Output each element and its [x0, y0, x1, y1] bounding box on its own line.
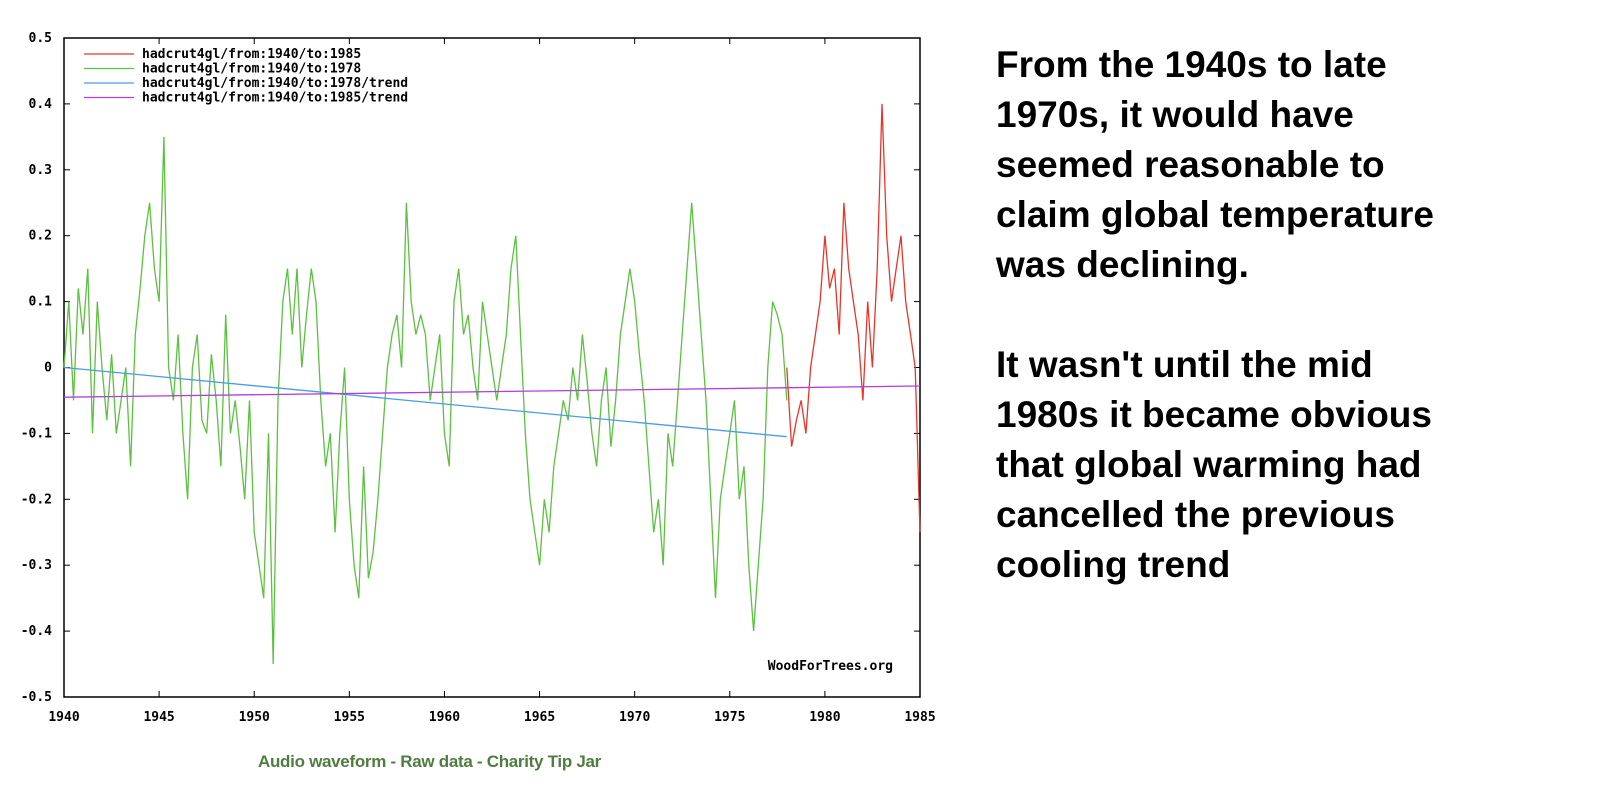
series-line-2 — [63, 136, 788, 665]
legend-label: hadcrut4gl/from:1940/to:1978/trend — [142, 76, 408, 91]
series-line-1 — [786, 103, 921, 533]
annotation-line: claim global temperature — [996, 194, 1434, 235]
y-tick-label: 0.3 — [29, 163, 52, 178]
x-tick-label: 1975 — [714, 710, 745, 725]
annotation-line: cooling trend — [996, 544, 1231, 585]
annotation-paragraph-2: It wasn't until the mid 1980s it became … — [996, 340, 1586, 590]
separator: - — [386, 752, 401, 771]
annotation-line: It wasn't until the mid — [996, 344, 1373, 385]
raw-data-link[interactable]: Raw data — [400, 752, 473, 771]
temperature-chart: 0.5 0.4 0.3 0.2 0.1 0 -0.1 -0.2 -0.3 -0.4 -0.5 1940… — [21, 31, 936, 725]
x-tick-label: 1970 — [619, 710, 650, 725]
legend-label: hadcrut4gl/from:1940/to:1985 — [142, 47, 361, 62]
annotation-line: 1970s, it would have — [996, 94, 1354, 135]
annotation-line: was declining. — [996, 244, 1249, 285]
annotation-line: cancelled the previous — [996, 494, 1395, 535]
y-tick-label: 0.1 — [29, 295, 53, 310]
annotation-line: that global warming had — [996, 444, 1422, 485]
y-tick-label: -0.5 — [21, 690, 52, 705]
x-tick-label: 1940 — [48, 710, 79, 725]
annotation-paragraph-1: From the 1940s to late 1970s, it would h… — [996, 40, 1586, 290]
x-tick-label: 1955 — [334, 710, 365, 725]
y-tick-label: 0 — [44, 361, 52, 376]
series-line-3 — [63, 366, 787, 438]
legend-label: hadcrut4gl/from:1940/to:1985/trend — [142, 91, 408, 106]
series-line-4 — [63, 385, 921, 398]
x-tick-label: 1945 — [143, 710, 174, 725]
x-tick-label: 1960 — [429, 710, 460, 725]
y-tick-label: -0.2 — [21, 492, 52, 507]
footer-links: Audio waveform - Raw data - Charity Tip … — [258, 752, 601, 772]
x-tick-label: 1985 — [904, 710, 935, 725]
annotation-line: seemed reasonable to — [996, 144, 1385, 185]
x-tick-label: 1965 — [524, 710, 555, 725]
legend-label: hadcrut4gl/from:1940/to:1978 — [142, 62, 361, 77]
annotation-line: From the 1940s to late — [996, 44, 1387, 85]
x-tick-label: 1950 — [239, 710, 270, 725]
x-tick-label: 1980 — [809, 710, 840, 725]
y-tick-label: 0.5 — [29, 31, 52, 46]
watermark: WoodForTrees.org — [768, 659, 893, 674]
y-tick-label: -0.3 — [21, 558, 52, 573]
y-tick-label: -0.4 — [21, 624, 52, 639]
annotation-text: From the 1940s to late 1970s, it would h… — [996, 40, 1586, 640]
separator: - — [472, 752, 487, 771]
y-tick-label: -0.1 — [21, 426, 52, 441]
charity-tip-jar-link[interactable]: Charity Tip Jar — [486, 752, 602, 771]
y-tick-label: 0.2 — [29, 229, 52, 244]
audio-waveform-link[interactable]: Audio waveform — [258, 752, 387, 771]
y-tick-label: 0.4 — [29, 97, 53, 112]
annotation-line: 1980s it became obvious — [996, 394, 1432, 435]
